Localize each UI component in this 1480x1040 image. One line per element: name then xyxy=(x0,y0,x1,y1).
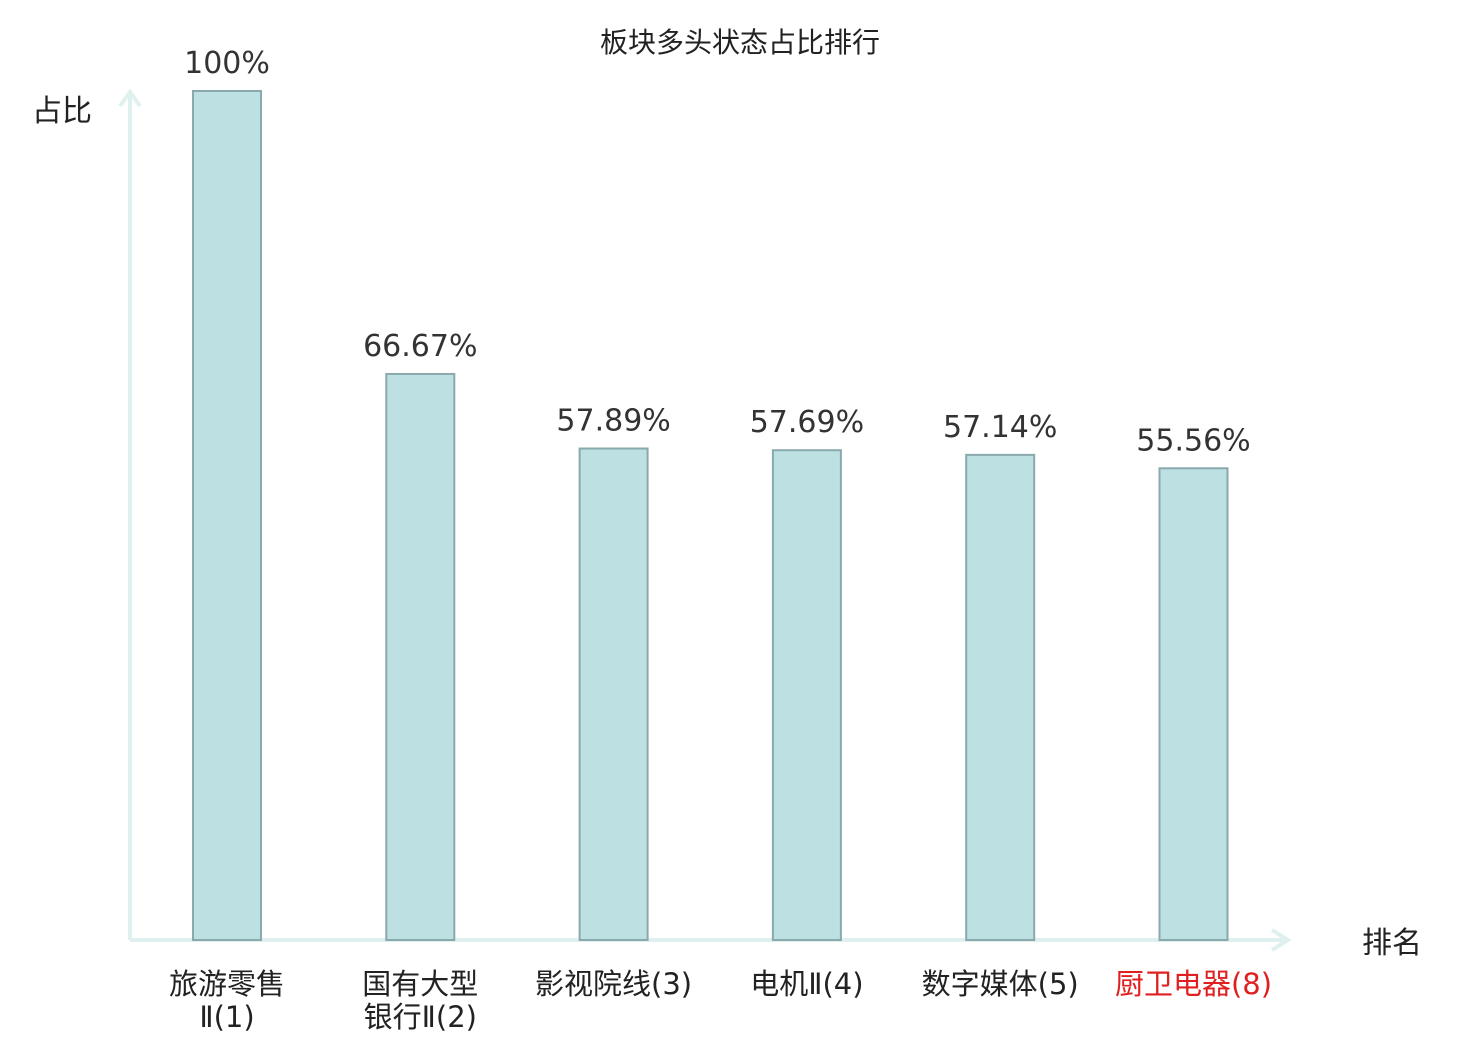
bar-6 xyxy=(1158,467,1229,941)
category-label-line: 厨卫电器(8) xyxy=(1115,967,1272,1001)
category-label-line: 银行Ⅱ(2) xyxy=(364,1000,477,1034)
x-axis-arrow xyxy=(1270,928,1292,952)
y-axis xyxy=(118,88,142,940)
category-label-line: Ⅱ(1) xyxy=(199,1000,254,1034)
category-label-line: 旅游零售 xyxy=(169,967,285,1001)
y-axis-label: 占比 xyxy=(32,94,92,129)
category-label-line: 国有大型 xyxy=(362,967,478,1001)
value-label-4: 57.69% xyxy=(750,405,864,440)
value-label-6: 55.56% xyxy=(1136,423,1250,458)
value-label-5: 57.14% xyxy=(943,410,1057,445)
value-label-1: 100% xyxy=(184,46,270,81)
category-label-6: 厨卫电器(8) xyxy=(1115,967,1272,1001)
y-axis-arrow xyxy=(118,88,142,108)
value-labels: 100% 66.67% 57.89% 57.69% 57.14% 55.56% xyxy=(184,46,1251,458)
value-label-3: 57.89% xyxy=(556,404,670,439)
bars xyxy=(192,90,1229,942)
category-label-line: 影视院线(3) xyxy=(535,967,692,1001)
chart-title: 板块多头状态占比排行 xyxy=(600,26,880,59)
category-label-line: 数字媒体(5) xyxy=(922,967,1079,1001)
category-label-3: 影视院线(3) xyxy=(535,967,692,1001)
value-label-2: 66.67% xyxy=(363,329,477,364)
bar-5 xyxy=(965,453,1036,941)
x-axis-label: 排名 xyxy=(1362,926,1422,961)
bar-3 xyxy=(578,447,649,941)
x-axis xyxy=(130,928,1292,952)
category-label-4: 电机Ⅱ(4) xyxy=(750,967,863,1001)
category-label-2: 国有大型银行Ⅱ(2) xyxy=(362,967,478,1034)
bar-1 xyxy=(192,90,262,941)
category-label-line: 电机Ⅱ(4) xyxy=(750,967,863,1001)
category-label-1: 旅游零售 Ⅱ(1) xyxy=(169,967,285,1034)
category-labels: 旅游零售 Ⅱ(1) 国有大型银行Ⅱ(2) 影视院线(3) 电机Ⅱ(4) 数字媒体(5) 厨卫… xyxy=(169,967,1272,1034)
bar-4 xyxy=(771,449,842,941)
category-label-5: 数字媒体(5) xyxy=(922,967,1079,1001)
bar-2 xyxy=(385,372,456,942)
